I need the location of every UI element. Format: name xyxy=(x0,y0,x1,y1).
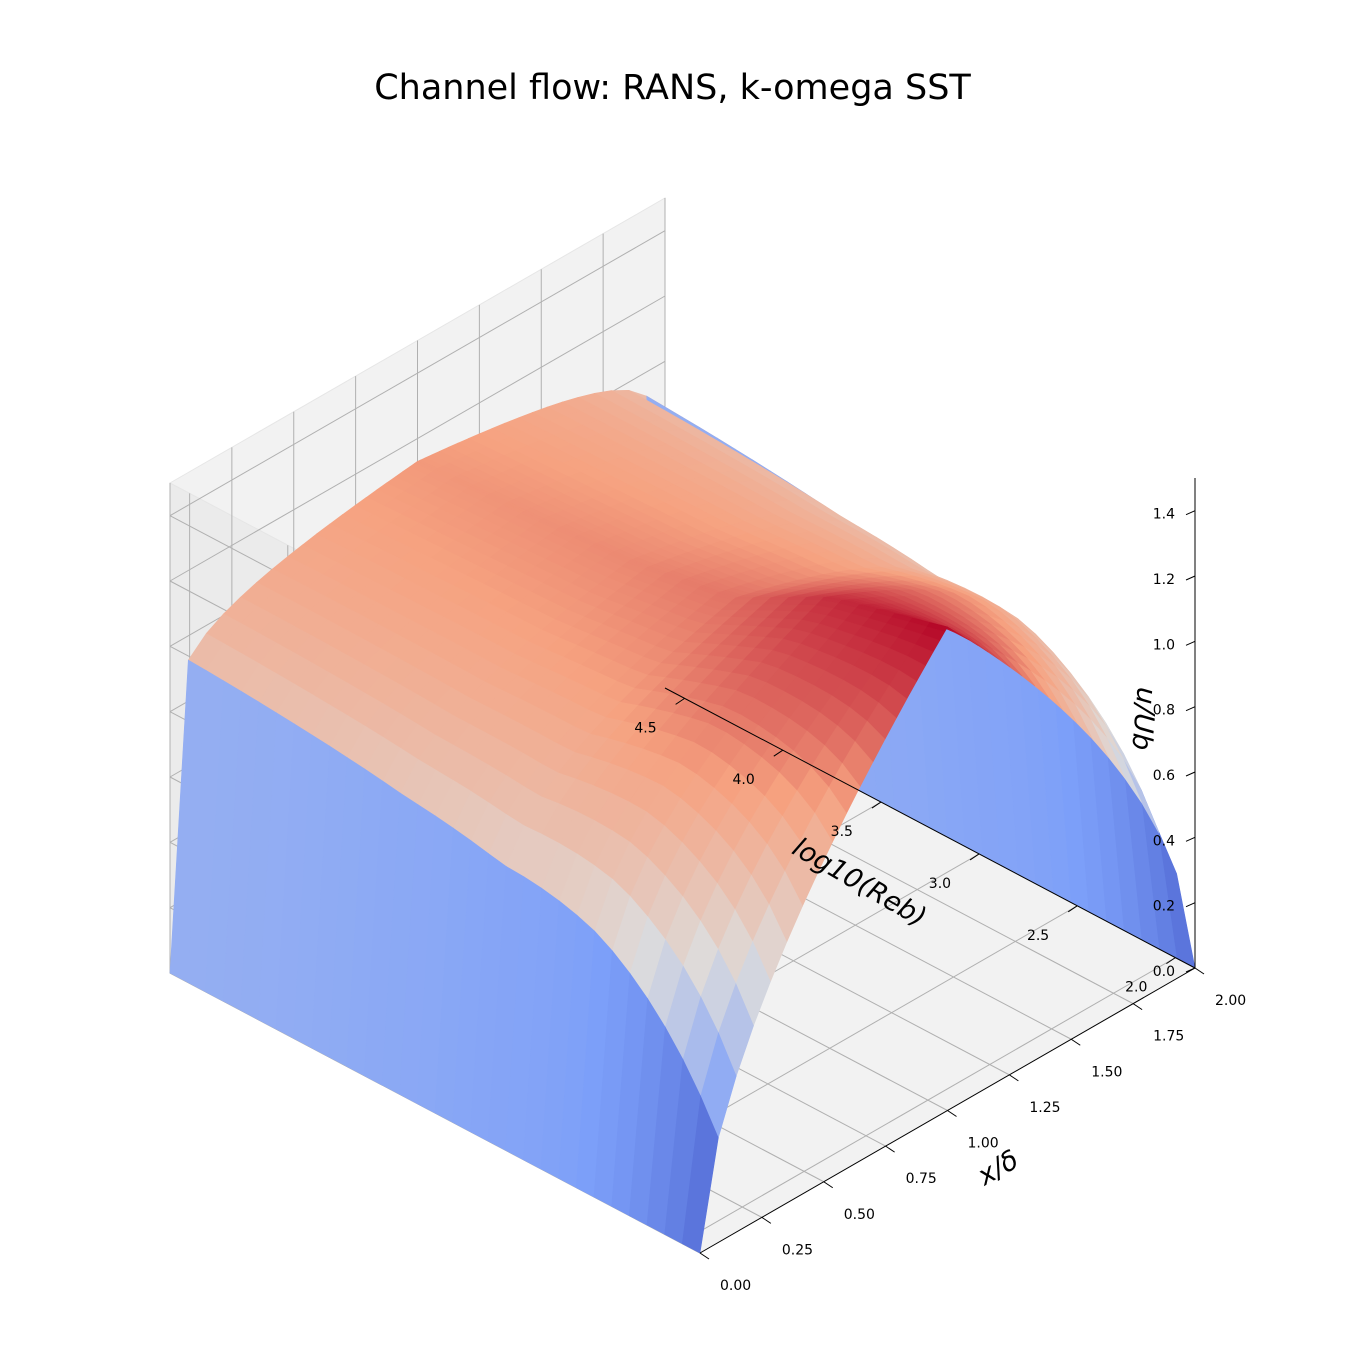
y-tick-label: 3.0 xyxy=(929,876,951,892)
z-tick-mark xyxy=(1185,902,1196,908)
x-tick-label: 1.75 xyxy=(1153,1029,1184,1045)
surface-patch xyxy=(767,597,790,601)
y-tick-mark xyxy=(1166,957,1176,965)
x-tick-mark xyxy=(1194,967,1205,975)
z-tick-mark xyxy=(1185,771,1196,777)
z-tick-label: 0.4 xyxy=(1153,833,1175,849)
y-tick-label: 2.0 xyxy=(1125,980,1147,996)
y-tick-mark xyxy=(969,853,980,861)
z-tick-label: 0.2 xyxy=(1153,899,1175,915)
z-tick-label: 1.4 xyxy=(1153,507,1175,523)
y-axis-line xyxy=(664,687,1196,969)
z-tick-label: 1.0 xyxy=(1153,637,1175,653)
y-tick-label: 4.0 xyxy=(733,772,755,788)
z-tick-mark xyxy=(1185,836,1196,842)
y-tick-mark xyxy=(773,749,784,757)
x-tick-label: 0.75 xyxy=(906,1171,937,1187)
surface-patch xyxy=(749,597,772,601)
x-tick-mark xyxy=(1070,1038,1081,1046)
x-axis-label: x/δ xyxy=(972,1144,1024,1192)
x-tick-label: 1.25 xyxy=(1029,1100,1060,1116)
x-tick-mark xyxy=(1009,1074,1019,1082)
x-tick-label: 1.00 xyxy=(968,1136,999,1152)
z-tick-mark xyxy=(1185,640,1196,646)
x-tick-mark xyxy=(823,1181,834,1189)
z-axis-label: u/Ub xyxy=(1125,686,1161,752)
x-tick-mark xyxy=(761,1216,772,1224)
x-tick-mark xyxy=(885,1145,895,1153)
y-tick-label: 2.5 xyxy=(1027,928,1049,944)
y-tick-mark xyxy=(1067,905,1078,913)
y-tick-mark xyxy=(871,801,882,809)
tick-labels: 0.00 0.25 0.50 0.75 1.00 1.25 1.50 1.75 2.00 2.0 2… xyxy=(634,507,1246,1294)
z-tick-label: 0.8 xyxy=(1153,703,1175,719)
x-tick-label: 2.00 xyxy=(1215,993,1246,1009)
surface xyxy=(169,389,1196,1254)
z-tick-mark xyxy=(1185,575,1196,581)
z-tick-mark xyxy=(1185,706,1196,712)
z-tick-label: 0.0 xyxy=(1153,964,1175,980)
x-tick-label: 0.00 xyxy=(720,1278,751,1294)
z-tick-label: 0.6 xyxy=(1153,768,1175,784)
x-tick-label: 0.25 xyxy=(782,1242,813,1258)
z-tick-mark xyxy=(1185,510,1196,516)
z-tick-mark xyxy=(1185,967,1196,973)
x-tick-label: 0.50 xyxy=(844,1207,875,1223)
surface-patch xyxy=(731,597,755,601)
grid-line-z-wall-x xyxy=(169,295,666,582)
y-tick-mark xyxy=(675,697,685,705)
x-tick-mark xyxy=(699,1252,710,1260)
surface-patch xyxy=(802,597,825,601)
x-tick-label: 1.50 xyxy=(1091,1064,1122,1080)
surface-patch xyxy=(784,597,807,601)
surface-patch xyxy=(681,1095,719,1254)
grid-line-z-wall-x xyxy=(169,230,666,517)
grid-line-y-floor xyxy=(680,957,1176,1244)
x-tick-mark xyxy=(947,1110,957,1117)
z-tick-label: 1.2 xyxy=(1153,572,1175,588)
x-tick-mark xyxy=(1132,1003,1143,1011)
chart-title: Channel flow: RANS, k-omega SST xyxy=(374,68,971,108)
y-tick-label: 3.5 xyxy=(831,824,853,840)
y-tick-label: 4.5 xyxy=(634,720,656,736)
